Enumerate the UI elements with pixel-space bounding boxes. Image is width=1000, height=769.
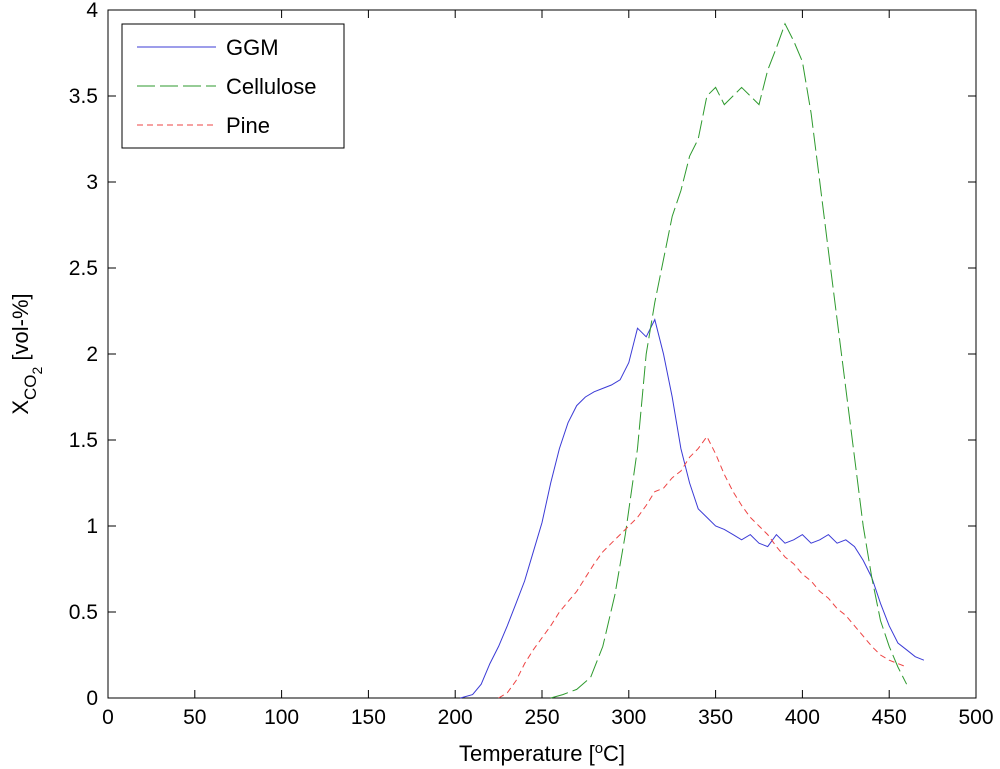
y-axis-title-unit: [vol-%] [8,293,33,366]
y-axis-title-main: X [8,400,33,415]
x-axis-title-unit: C] [603,741,625,766]
y-tick-label: 3.5 [69,85,98,108]
x-tick-label: 300 [611,706,646,729]
x-tick-label: 150 [351,706,386,729]
series-line-ggm [460,318,925,699]
x-tick-label: 350 [698,706,733,729]
y-tick-label: 0 [86,687,98,710]
legend-label-cellulose: Cellulose [226,74,317,99]
y-tick-label: 1.5 [69,429,98,452]
x-axis: 0 50 100 150 200 250 300 350 400 450 500 [102,10,994,729]
x-tick-label: 250 [524,706,559,729]
x-tick-label: 100 [264,706,299,729]
y-tick-label: 4 [86,0,98,22]
y-axis: 0 0.5 1 1.5 2 2.5 3 3.5 4 [69,0,976,710]
x-axis-title-degree: o [595,740,603,757]
legend-label-ggm: GGM [226,35,279,60]
legend: GGM Cellulose Pine [121,23,345,149]
x-tick-label: 0 [102,706,114,729]
x-tick-label: 400 [785,706,820,729]
y-tick-label: 3 [86,171,98,194]
x-tick-label: 450 [872,706,907,729]
x-axis-title-main: Temperature [ [459,741,595,766]
y-axis-title-sub-2: 2 [29,366,45,374]
y-tick-label: 0.5 [69,601,98,624]
series-line-pine [498,435,907,699]
legend-label-pine: Pine [226,113,270,138]
series-line-cellulose [550,22,908,699]
legend-box [121,23,345,149]
y-axis-title-sub-co: CO [21,374,40,400]
series-layer [460,22,925,699]
y-tick-label: 1 [86,515,98,538]
y-tick-label: 2.5 [69,257,98,280]
y-tick-label: 2 [86,343,98,366]
x-tick-label: 200 [438,706,473,729]
y-axis-title: XCO2 [vol-%] [8,293,45,414]
x-tick-label: 50 [183,706,206,729]
x-axis-title: Temperature [oC] [459,740,625,766]
x-tick-label: 500 [958,706,993,729]
